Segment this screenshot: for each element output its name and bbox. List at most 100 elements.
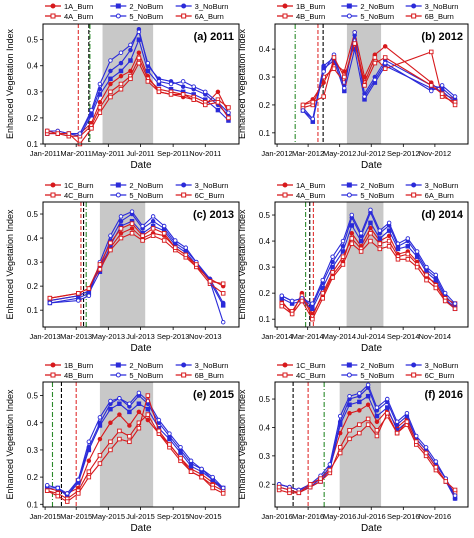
x-tick-label: Jul-2016	[357, 512, 386, 521]
data-point	[117, 428, 122, 434]
x-tick-label: Jul-2011	[126, 149, 154, 158]
data-point	[150, 233, 156, 238]
legend-label: 6A_Burn	[425, 191, 454, 200]
data-point	[347, 411, 352, 416]
legend-label: 1C_Burn	[296, 361, 326, 370]
data-point	[443, 479, 449, 484]
x-tick-label: Sep-2013	[157, 332, 190, 341]
data-point	[127, 409, 132, 415]
data-point	[404, 411, 410, 416]
legend-marker	[282, 182, 288, 188]
legend-marker	[411, 362, 417, 368]
data-point	[97, 453, 103, 458]
data-point	[226, 115, 231, 121]
data-point	[439, 83, 445, 88]
x-axis-title: Date	[130, 160, 152, 171]
legend-marker	[346, 13, 352, 19]
legend-marker	[282, 3, 288, 9]
data-point	[395, 241, 401, 246]
x-tick-label: Mar-2016	[292, 512, 324, 521]
data-point	[108, 420, 113, 426]
x-tick-label: Jan-2011	[30, 149, 61, 158]
x-tick-label: Nov-2011	[189, 149, 221, 158]
legend-label: 1A_Burn	[64, 2, 93, 11]
x-tick-label: Sep-2016	[387, 512, 420, 521]
legend-marker	[115, 192, 121, 198]
data-point	[433, 464, 439, 470]
data-point	[55, 493, 61, 499]
data-point	[365, 422, 371, 427]
data-point	[136, 60, 142, 66]
panel-title: (b) 2012	[421, 31, 463, 43]
data-point	[136, 50, 142, 55]
data-point	[433, 459, 439, 464]
data-point	[194, 262, 199, 267]
data-point	[97, 105, 103, 110]
legend-marker	[50, 362, 56, 368]
data-point	[108, 76, 113, 82]
legend-label: 3_NoBurn	[425, 181, 459, 190]
data-point	[129, 209, 135, 214]
data-point	[386, 220, 392, 226]
data-point	[352, 41, 357, 46]
data-point	[156, 89, 162, 95]
legend-marker	[181, 192, 187, 198]
data-point	[386, 238, 392, 244]
data-point	[97, 81, 103, 87]
data-point	[199, 466, 204, 472]
data-point	[136, 401, 142, 406]
x-tick-label: Jan-2012	[261, 149, 292, 158]
legend-label: 5_NoBurn	[129, 191, 163, 200]
data-point	[310, 116, 316, 122]
data-point	[86, 469, 92, 474]
data-point	[429, 88, 434, 94]
data-point	[220, 491, 226, 496]
data-point	[156, 428, 162, 434]
data-point	[128, 47, 133, 53]
legend-marker	[282, 362, 288, 368]
x-tick-label: Nov-2012	[419, 149, 452, 158]
data-point	[429, 49, 434, 55]
data-point	[172, 238, 178, 243]
x-tick-label: Mar-2013	[60, 332, 92, 341]
x-tick-label: May-2015	[92, 512, 125, 521]
data-point	[140, 223, 145, 229]
data-point	[337, 445, 343, 450]
data-point	[117, 396, 122, 401]
legend-label: 3_NoBurn	[195, 361, 229, 370]
data-point	[372, 77, 378, 83]
series-6B_Burn	[44, 393, 226, 504]
data-point	[97, 436, 103, 442]
data-point	[89, 107, 94, 113]
series-6C_Burn	[276, 411, 458, 496]
data-point	[337, 450, 343, 456]
data-point	[191, 97, 196, 102]
data-point	[365, 393, 371, 399]
y-tick-label: 0.5	[27, 36, 39, 45]
y-tick-label: 0.4	[259, 423, 271, 432]
legend-marker	[346, 3, 352, 9]
data-point	[136, 55, 142, 61]
data-point	[64, 491, 70, 496]
panel-2: 1B_Burn 2_NoBurn 3_NoBurn 4B_Burn 5_NoBurn 6B…	[237, 2, 469, 171]
x-tick-label: May-2012	[323, 149, 356, 158]
legend-marker	[346, 182, 352, 188]
data-point	[145, 417, 151, 423]
data-point	[452, 301, 458, 306]
y-tick-label: 0.2	[259, 289, 271, 298]
data-point	[405, 244, 411, 249]
data-point	[442, 298, 448, 304]
x-axis-title: Date	[361, 160, 383, 171]
legend: 1B_Burn 2_NoBurn 3_NoBurn 4B_Burn 5_NoBurn 6B…	[45, 361, 228, 380]
data-point	[382, 60, 388, 66]
data-point	[358, 230, 364, 236]
legend-marker	[115, 372, 121, 378]
y-tick-label: 0.4	[27, 234, 39, 243]
data-point	[44, 483, 50, 488]
data-point	[145, 406, 151, 412]
legend-marker	[282, 372, 288, 378]
legend-label: 2_NoBurn	[360, 361, 394, 370]
legend-label: 1A_Burn	[296, 181, 325, 190]
data-point	[330, 264, 335, 270]
